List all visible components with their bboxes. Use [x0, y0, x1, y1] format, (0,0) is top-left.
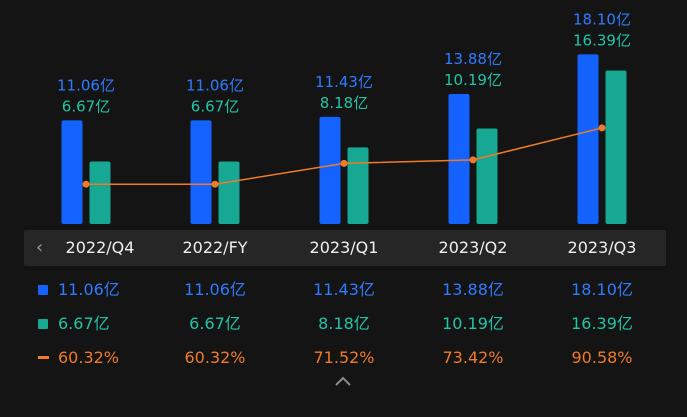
bar-series2	[605, 70, 627, 225]
table-cell: 10.19亿	[442, 314, 504, 333]
table-cell: 73.42%	[442, 348, 504, 367]
bar-series1	[319, 116, 341, 224]
bar-label-series2: 6.67亿	[191, 97, 239, 115]
table-cell: 60.32%	[58, 348, 120, 367]
bar-series1	[577, 54, 599, 224]
bar-label-series1: 11.43亿	[315, 73, 373, 91]
period-tab[interactable]: 2023/Q1	[309, 238, 379, 257]
table-cell: 16.39亿	[571, 314, 633, 333]
table-cell: 11.43亿	[313, 280, 375, 299]
legend-marker-ratio	[38, 356, 49, 359]
table-cell: 13.88亿	[442, 280, 504, 299]
bar-label-series1: 13.88亿	[444, 50, 502, 68]
table-cell: 60.32%	[184, 348, 246, 367]
legend-marker-series2	[38, 319, 48, 329]
ratio-line	[86, 127, 603, 185]
bar-series2	[347, 147, 369, 224]
ratio-point	[211, 180, 219, 188]
chevron-up-icon[interactable]	[334, 375, 352, 387]
ratio-point	[469, 156, 477, 164]
period-tab[interactable]: 2022/Q4	[65, 238, 135, 257]
table-row-series1: 11.06亿 11.06亿 11.43亿 13.88亿 18.10亿	[0, 278, 687, 302]
ratio-point	[340, 159, 348, 167]
bar-label-series2: 8.18亿	[320, 94, 368, 112]
ratio-point	[598, 124, 606, 132]
bar-series1	[448, 93, 470, 225]
legend-marker-series1	[38, 285, 48, 295]
bar-label-series2: 10.19亿	[444, 71, 502, 89]
bar-label-series2: 6.67亿	[62, 97, 110, 115]
table-cell: 18.10亿	[571, 280, 633, 299]
table-cell: 11.06亿	[184, 280, 246, 299]
bar-label-series1: 18.10亿	[573, 10, 631, 28]
bar-series2	[89, 161, 111, 224]
ratio-point	[82, 180, 90, 188]
bar-label-series1: 11.06亿	[186, 76, 244, 94]
bar-series1	[190, 120, 212, 224]
period-selector: ‹ 2022/Q4 2022/FY 2023/Q1 2023/Q2 2023/Q3	[24, 230, 666, 266]
table-cell: 8.18亿	[318, 314, 370, 333]
table-cell: 90.58%	[571, 348, 633, 367]
bar-line-chart: 11.06亿 6.67亿 11.06亿 6.67亿 11.43亿 8.18亿 13.88亿 1…	[57, 10, 631, 225]
period-tab[interactable]: 2023/Q3	[567, 238, 637, 257]
period-tab[interactable]: 2022/FY	[182, 238, 248, 257]
bar-series2	[476, 128, 498, 224]
table-row-ratio: 60.32% 60.32% 71.52% 73.42% 90.58%	[0, 346, 687, 370]
bar-series1	[61, 120, 83, 224]
chevron-left-icon[interactable]: ‹	[36, 237, 44, 258]
table-row-series2: 6.67亿 6.67亿 8.18亿 10.19亿 16.39亿	[0, 312, 687, 336]
bar-series2	[218, 161, 240, 224]
table-cell: 6.67亿	[189, 314, 241, 333]
table-cell: 11.06亿	[58, 280, 120, 299]
bar-label-series2: 16.39亿	[573, 31, 631, 49]
period-tab[interactable]: 2023/Q2	[438, 238, 508, 257]
table-cell: 71.52%	[313, 348, 375, 367]
bar-label-series1: 11.06亿	[57, 76, 115, 94]
table-cell: 6.67亿	[58, 314, 110, 333]
